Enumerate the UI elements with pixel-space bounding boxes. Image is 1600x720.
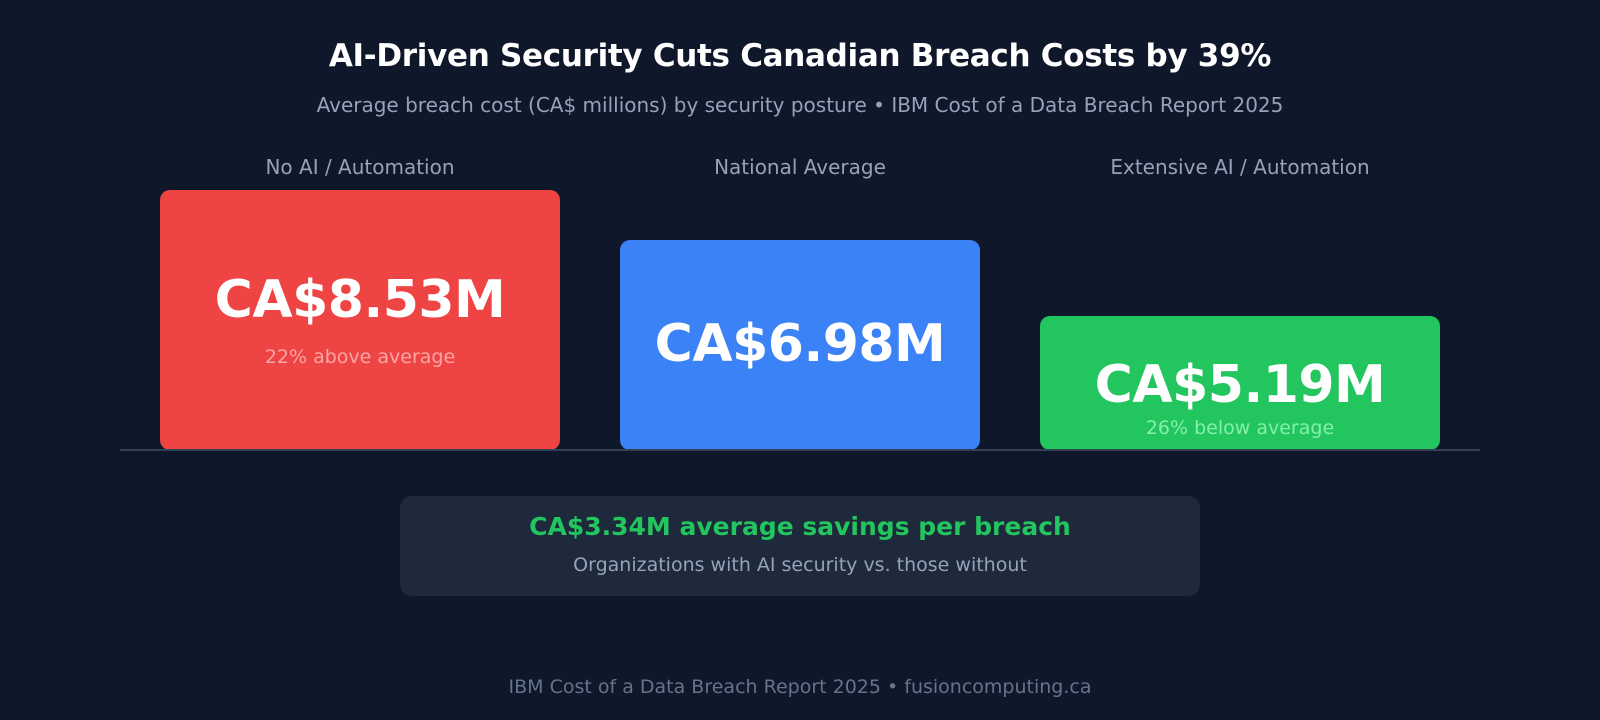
bar-value: CA$8.53M [214, 270, 506, 331]
chart-subtitle: Average breach cost (CA$ millions) by se… [316, 93, 1284, 117]
category-label-national-average: National Average [714, 155, 886, 179]
source-footer: IBM Cost of a Data Breach Report 2025 • … [508, 676, 1092, 698]
category-label-extensive-ai: Extensive AI / Automation [1110, 155, 1370, 179]
bar-note: 26% below average [1145, 416, 1335, 439]
bar-no-ai: CA$8.53M 22% above average [160, 190, 560, 450]
savings-subtext: Organizations with AI security vs. those… [573, 554, 1027, 576]
chart-title: AI-Driven Security Cuts Canadian Breach … [328, 38, 1272, 74]
savings-headline: CA$3.34M average savings per breach [529, 512, 1071, 541]
bar-extensive-ai: CA$5.19M 26% below average [1040, 316, 1440, 450]
bar-note: 22% above average [264, 345, 456, 368]
bar-value: CA$6.98M [654, 314, 946, 375]
savings-callout: CA$3.34M average savings per breach Orga… [400, 496, 1200, 596]
baseline-axis [120, 449, 1480, 451]
category-label-no-ai: No AI / Automation [265, 155, 455, 179]
bar-value: CA$5.19M [1094, 355, 1386, 416]
bar-national-average: CA$6.98M [620, 240, 980, 450]
